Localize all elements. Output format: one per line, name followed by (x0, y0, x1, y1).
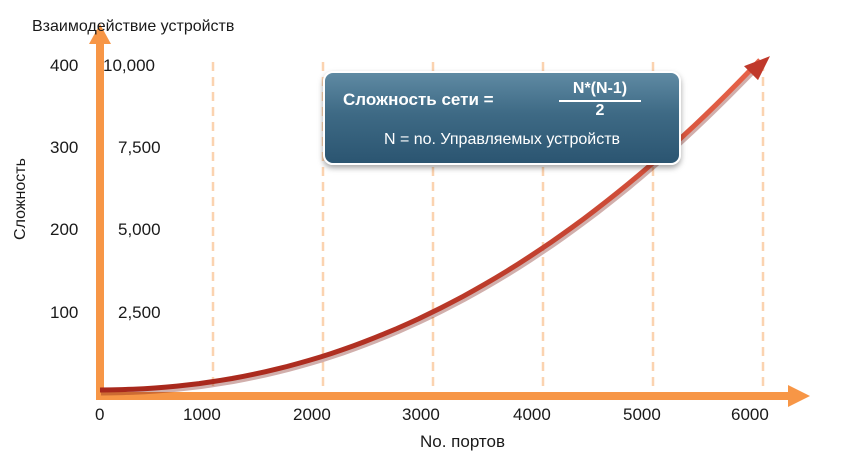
formula-numerator: N*(N-1) (572, 80, 628, 97)
axes (89, 24, 810, 407)
x-tick-label: 1000 (183, 405, 221, 424)
series-curve (99, 58, 762, 393)
y-axis-label: Сложность (11, 158, 29, 240)
x-tick-label: 4000 (513, 405, 551, 424)
fraction-bar (559, 100, 641, 102)
formula-left: Сложность сети = (343, 90, 494, 109)
y-tick-label-left: 400 (50, 56, 79, 75)
y-tick-label-right: 10,000 (103, 56, 155, 75)
x-tick-label: 0 (95, 405, 105, 424)
x-tick-label: 3000 (402, 405, 440, 424)
y-tick-label-right: 7,500 (118, 138, 161, 157)
x-tick-label: 2000 (293, 405, 331, 424)
x-axis-label: No. портов (420, 432, 505, 451)
y-tick-label-left: 100 (50, 303, 79, 322)
formula-denominator: 2 (595, 102, 605, 119)
x-tick-label: 5000 (623, 405, 661, 424)
formula-box: Сложность сети = N*(N-1) 2 N = no. Управ… (323, 71, 681, 165)
curve-arrowhead (744, 56, 770, 81)
chart-title: Взаимодействие устройств (32, 18, 235, 35)
series-layer (99, 56, 770, 396)
formula-note: N = no. Управляемых устройств (383, 131, 621, 148)
gridlines (211, 62, 765, 390)
y-tick-label-right: 2,500 (118, 303, 161, 322)
x-tick-label: 6000 (731, 405, 769, 424)
y-tick-label-right: 5,000 (118, 220, 161, 239)
x-axis-arrowhead (788, 385, 810, 407)
y-axis-arrowhead (89, 24, 111, 44)
y-tick-label-left: 200 (50, 220, 79, 239)
y-tick-label-left: 300 (50, 138, 79, 157)
